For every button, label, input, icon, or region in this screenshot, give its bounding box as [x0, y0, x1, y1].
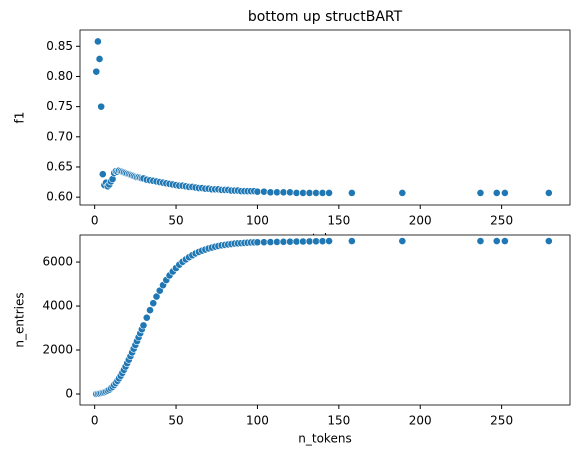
chart-title: bottom up structBART	[248, 9, 403, 25]
x-tick-label: 0	[91, 414, 99, 428]
y-tick-label: 0.75	[46, 99, 73, 113]
point	[318, 189, 327, 197]
point	[544, 237, 553, 245]
point	[149, 299, 158, 308]
x-tick-label: 200	[409, 414, 432, 428]
point	[279, 188, 288, 197]
point	[305, 189, 314, 197]
y-tick-label: 0.70	[46, 129, 73, 143]
point	[142, 313, 151, 322]
axes-background	[80, 30, 570, 205]
point	[305, 237, 314, 246]
point	[398, 189, 407, 197]
point	[312, 189, 320, 197]
point	[286, 237, 294, 246]
point	[92, 67, 101, 76]
point	[492, 189, 501, 197]
point	[292, 237, 301, 246]
point	[299, 237, 307, 246]
point	[318, 237, 327, 246]
point	[292, 189, 301, 197]
y-tick-label: 0.80	[46, 69, 73, 83]
point	[398, 237, 407, 245]
y-tick-label: 0	[65, 387, 73, 401]
x-tick-label: 150	[327, 414, 350, 428]
y-tick-label: 4000	[42, 299, 73, 313]
point	[152, 292, 161, 301]
point	[253, 238, 262, 247]
point	[500, 237, 509, 245]
y-tick-label: 0.60	[46, 190, 73, 204]
point	[325, 189, 333, 197]
x-tick-label: 50	[168, 414, 183, 428]
x-axis-label: n_tokens	[298, 432, 351, 446]
point	[260, 187, 268, 196]
point	[94, 37, 102, 46]
x-tick-label: 250	[490, 214, 513, 228]
point	[347, 237, 356, 245]
point	[253, 187, 262, 196]
point	[95, 55, 104, 63]
y-tick-label: 0.85	[46, 39, 73, 53]
point	[286, 188, 294, 197]
point	[476, 237, 485, 245]
point	[97, 102, 106, 111]
point	[347, 189, 356, 197]
point	[312, 237, 320, 246]
point	[492, 237, 501, 245]
point	[279, 237, 288, 246]
x-tick-label: 150	[327, 214, 350, 228]
x-tick-label: 50	[168, 214, 183, 228]
y-tick-label: 0.65	[46, 159, 73, 173]
point	[139, 321, 148, 330]
point	[500, 189, 509, 197]
point	[260, 238, 268, 247]
axes-frame	[79, 234, 571, 406]
point	[266, 188, 275, 197]
point	[544, 189, 553, 197]
point	[476, 189, 485, 197]
x-tick-label: 100	[246, 414, 269, 428]
point	[266, 238, 275, 246]
point	[98, 170, 107, 179]
axes-background	[80, 235, 570, 405]
y-tick-label: 2000	[42, 343, 73, 357]
y-tick-label: 6000	[42, 255, 73, 269]
point	[273, 238, 281, 246]
x-tick-label: 200	[409, 214, 432, 228]
x-tick-label: 250	[490, 414, 513, 428]
y-axis-label: n_entries	[13, 292, 27, 347]
point	[299, 189, 307, 197]
x-tick-label: 0	[91, 214, 99, 228]
x-tick-label: 100	[246, 214, 269, 228]
point	[325, 237, 333, 245]
point	[273, 188, 281, 197]
axes-frame	[79, 29, 571, 206]
y-axis-label: f1	[13, 112, 27, 124]
point	[146, 306, 154, 315]
